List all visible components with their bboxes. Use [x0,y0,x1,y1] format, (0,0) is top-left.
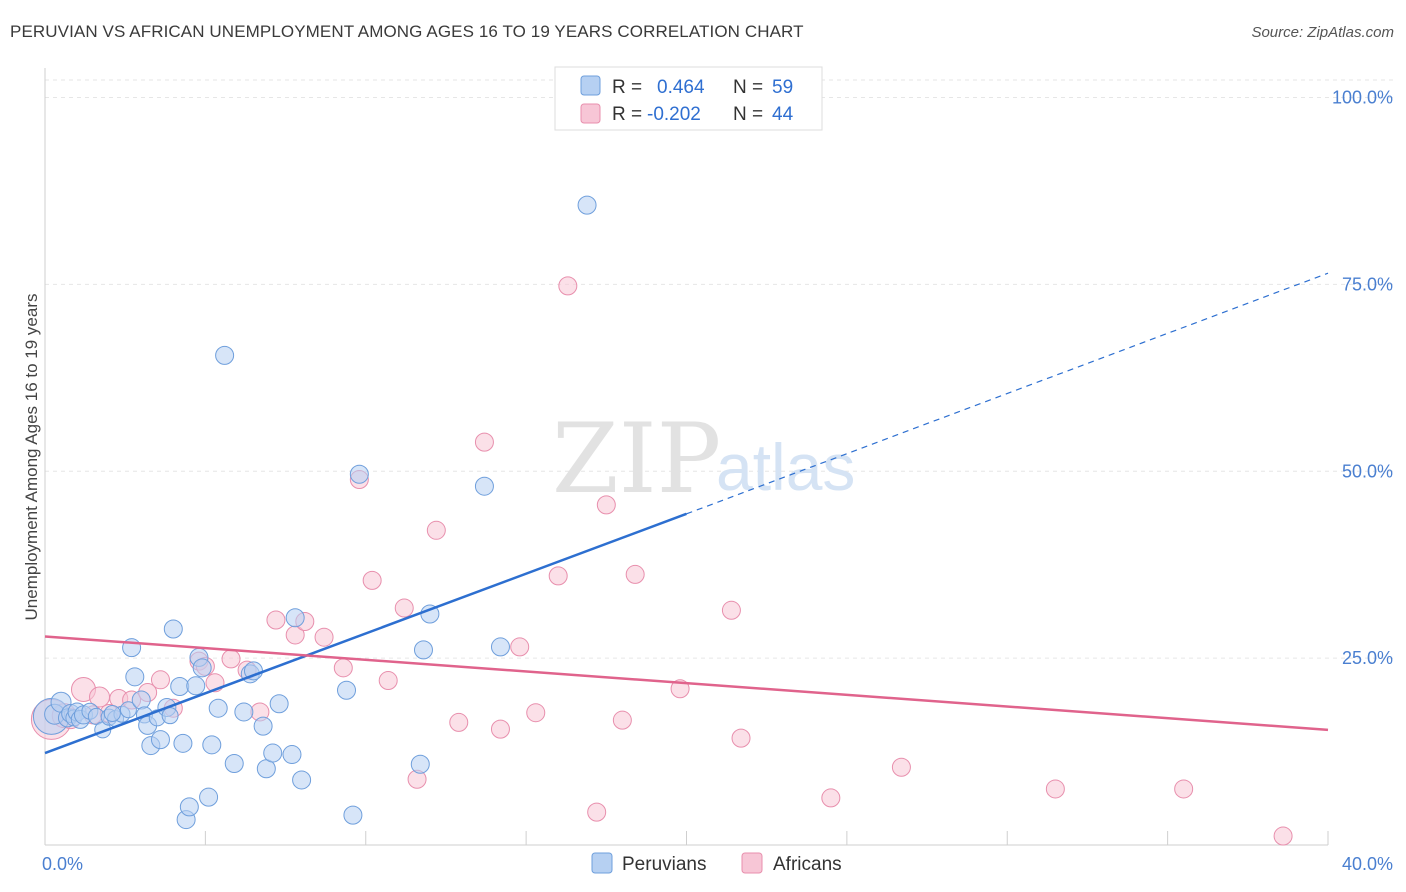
legend-n-label-2: N = [733,104,763,125]
legend-swatch-africans [580,103,601,124]
legend-swatch-peruvians [580,75,601,96]
watermark-zip: ZIP [552,403,721,515]
africans-point-21 [314,627,334,647]
africans-point-30 [474,432,494,452]
bottom-legend-peruvians: Peruvians [622,854,707,875]
peruvians-point-15 [119,701,137,719]
source-credit: Source: ZipAtlas.com [1251,24,1394,41]
peruvians-point-47 [285,608,305,628]
watermark: ZIP atlas [552,403,855,515]
legend-r-value-1: 0.464 [657,77,705,98]
bottom-swatch-africans [741,852,763,874]
africans-point-29 [449,712,469,732]
africans-point-34 [548,566,568,586]
legend-r-label-2: R = [612,104,642,125]
peruvians-points [32,195,597,830]
peruvians-point-53 [413,640,433,660]
legend-n-value-2: 44 [772,104,794,125]
chart-title: PERUVIAN VS AFRICAN UNEMPLOYMENT AMONG A… [10,22,804,41]
legend-r-label-1: R = [612,77,642,98]
peruvians-point-46 [282,745,302,765]
peruvians-point-44 [263,743,283,763]
y-ticks: 25.0% 50.0% 75.0% 100.0% [1332,88,1393,669]
peruvians-point-48 [292,770,312,790]
africans-point-31 [490,719,510,739]
x-ticks [204,831,1329,845]
africans-point-22 [333,658,353,678]
africans-point-25 [378,671,398,691]
x-tick-min: 0.0% [42,854,83,874]
peruvians-point-35 [202,735,222,755]
legend-n-value-1: 59 [772,77,793,98]
peruvians-point-42 [253,716,273,736]
africans-point-24 [362,570,382,590]
y-tick-label-3: 100.0% [1332,88,1393,108]
africans-point-44 [891,757,911,777]
peruvians-point-49 [337,680,357,700]
peruvians-trend-line [44,512,687,755]
peruvians-point-56 [490,637,510,657]
africans-point-37 [596,495,616,515]
bottom-legend-africans: Africans [773,854,842,875]
x-tick-max: 40.0% [1342,854,1393,874]
y-tick-label-2: 75.0% [1342,274,1393,294]
y-tick-label-1: 50.0% [1342,461,1393,481]
peruvians-point-57 [577,195,597,215]
peruvians-point-25 [161,707,179,725]
peruvians-point-58 [103,704,121,722]
peruvians-point-51 [349,464,369,484]
africans-point-35 [558,276,578,296]
peruvians-point-55 [474,476,494,496]
peruvians-point-26 [163,619,183,639]
peruvians-point-38 [224,754,244,774]
gridlines [45,79,1393,659]
africans-point-41 [721,600,741,620]
peruvians-point-33 [192,658,212,678]
legend-n-label-1: N = [733,77,763,98]
y-tick-label-0: 25.0% [1342,648,1393,668]
peruvians-point-18 [131,690,151,710]
watermark-atlas: atlas [716,430,855,504]
peruvians-point-45 [269,694,289,714]
africans-point-36 [587,802,607,822]
peruvians-point-39 [234,702,254,722]
y-axis-label: Unemployment Among Ages 16 to 19 years [22,294,41,621]
peruvians-point-17 [125,667,145,687]
africans-point-45 [1045,779,1065,799]
africans-point-32 [510,637,530,657]
peruvians-point-34 [199,787,219,807]
africans-point-46 [1174,779,1194,799]
peruvians-point-23 [150,730,170,750]
africans-point-43 [821,788,841,808]
peruvians-point-37 [215,345,235,365]
africans-point-10 [150,670,170,690]
peruvians-point-28 [173,733,193,753]
africans-trend-line [44,635,1329,732]
africans-point-18 [266,610,286,630]
africans-point-26 [394,598,414,618]
series-legend: Peruvians Africans [591,852,842,875]
peruvians-point-27 [170,677,190,697]
peruvians-point-52 [410,754,430,774]
africans-point-39 [625,564,645,584]
bottom-swatch-peruvians [591,852,613,874]
peruvians-point-30 [179,797,199,817]
correlation-legend: R = 0.464 N = 59 R = -0.202 N = 44 [554,66,823,131]
peruvians-point-31 [186,676,206,696]
africans-point-33 [526,703,546,723]
peruvians-point-50 [343,805,363,825]
africans-point-15 [221,649,241,669]
peruvians-point-36 [208,698,228,718]
legend-r-value-2: -0.202 [647,104,701,125]
trend-lines [44,272,1329,755]
africans-point-47 [1273,826,1293,846]
peruvians-trend-extension [686,272,1329,515]
africans-point-42 [731,728,751,748]
africans-point-28 [426,520,446,540]
africans-point-38 [612,710,632,730]
